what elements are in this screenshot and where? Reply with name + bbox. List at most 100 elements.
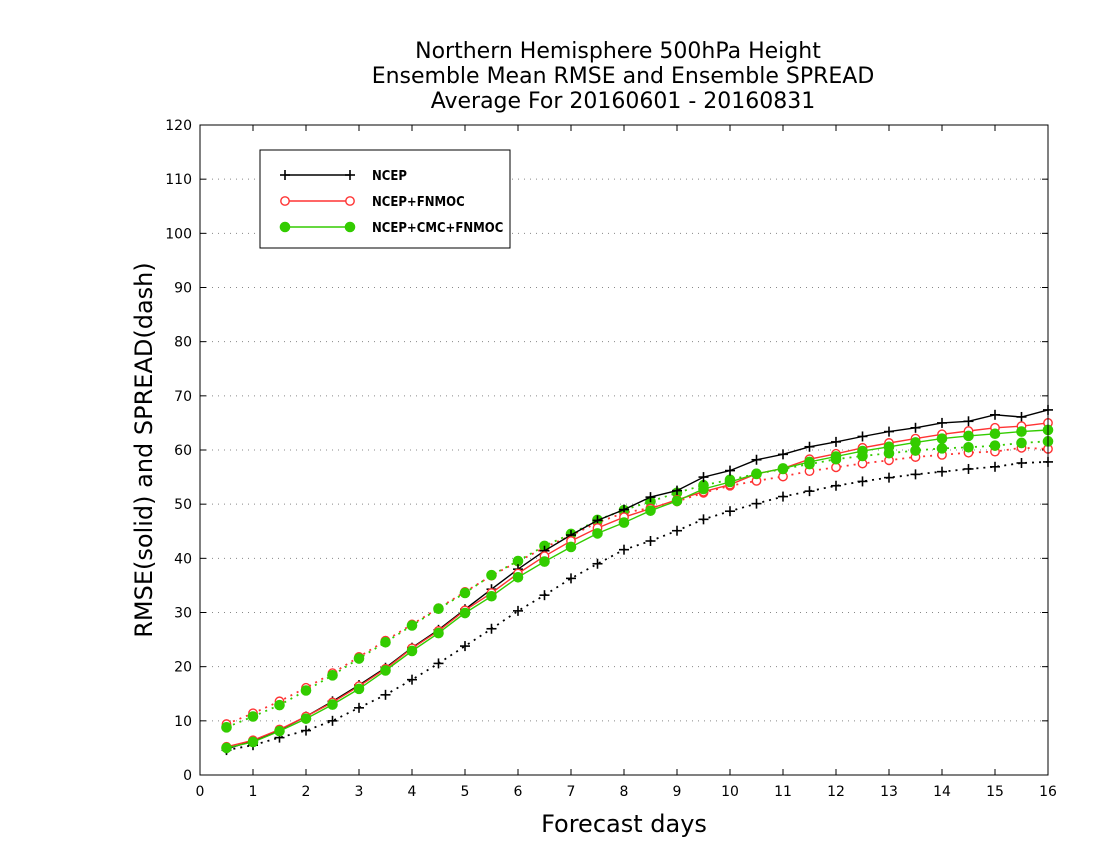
x-tick-label: 5	[461, 784, 470, 800]
spread-point	[645, 536, 656, 546]
y-tick-label: 110	[165, 172, 192, 188]
y-tick-label: 0	[183, 768, 192, 784]
rmse-point	[751, 454, 762, 465]
spread-point	[990, 461, 1000, 472]
spread-point	[406, 620, 418, 631]
rmse-point	[353, 683, 365, 695]
title-line-2: Ensemble Mean RMSE and Ensemble SPREAD	[372, 64, 875, 89]
rmse-point	[486, 590, 497, 602]
spread-point	[725, 506, 735, 517]
spread-point	[274, 699, 285, 711]
rmse-point	[672, 485, 682, 496]
spread-point	[963, 441, 974, 453]
legend: NCEP NCEP+FNMOC NCEP+CMC+FNMOC	[259, 149, 511, 249]
x-tick-label: 2	[302, 784, 311, 800]
rmse-line	[226, 422, 1049, 748]
rmse-point	[990, 409, 1000, 420]
spread-point	[513, 605, 523, 616]
x-tick-label: 11	[774, 784, 792, 800]
series-ncep-spread	[221, 456, 1053, 756]
x-tick-label: 7	[567, 784, 576, 800]
y-tick-label: 50	[174, 497, 192, 513]
spread-point	[672, 525, 682, 536]
spread-line	[226, 446, 1049, 725]
legend-label: NCEP	[372, 169, 407, 184]
spread-point	[989, 440, 1001, 451]
rmse-point	[778, 449, 788, 460]
spread-point	[857, 476, 868, 487]
spread-point	[433, 658, 444, 669]
spread-point	[751, 498, 762, 509]
x-axis-label: Forecast days	[541, 810, 707, 838]
y-tick-label: 30	[174, 606, 192, 622]
y-tick-label: 100	[165, 226, 192, 242]
rmse-point	[539, 556, 550, 567]
spread-point	[778, 491, 788, 502]
rmse-point	[406, 645, 418, 657]
spread-point	[963, 463, 974, 474]
legend-marker	[279, 221, 291, 233]
spread-point	[566, 573, 576, 584]
spread-point	[619, 544, 629, 555]
spread-point	[486, 623, 497, 634]
x-tick-label: 10	[721, 784, 739, 800]
rmse-point	[698, 472, 709, 483]
rmse-point	[247, 736, 259, 748]
rmse-point	[645, 492, 656, 503]
spread-point	[539, 590, 550, 601]
rmse-line	[226, 409, 1049, 750]
spread-point	[910, 469, 921, 480]
rmse-point	[512, 571, 524, 583]
rmse-point	[910, 422, 921, 433]
spread-point	[433, 603, 444, 615]
y-tick-label: 120	[165, 118, 192, 134]
x-tick-label: 4	[408, 784, 417, 800]
x-tick-label: 16	[1039, 784, 1057, 800]
rmse-point	[804, 456, 815, 468]
y-tick-label: 10	[174, 714, 192, 730]
spread-point	[1016, 437, 1027, 449]
rmse-point	[274, 725, 285, 737]
rmse-point	[937, 417, 947, 428]
series-ncep-rmse	[221, 404, 1053, 754]
rmse-point	[327, 699, 338, 710]
series-layer	[221, 404, 1054, 756]
legend-marker	[280, 196, 290, 206]
rmse-point	[963, 430, 974, 442]
legend-marker	[280, 170, 290, 180]
rmse-point	[725, 465, 735, 476]
rmse-point	[618, 517, 630, 528]
rmse-point	[300, 713, 312, 724]
x-axis: 0 1 2 3 4 5 6 7 8 9 10 11 12 13 14 15 16	[196, 125, 1057, 800]
rmse-point	[857, 431, 868, 442]
spread-point	[327, 670, 338, 681]
rmse-point	[751, 468, 762, 480]
spread-point	[327, 715, 338, 726]
spread-line	[226, 461, 1049, 751]
rmse-point	[380, 665, 391, 676]
chart-title: Northern Hemisphere 500hPa Height Ensemb…	[372, 39, 875, 114]
legend-marker	[345, 170, 355, 180]
y-tick-label: 20	[174, 660, 192, 676]
x-tick-label: 14	[933, 784, 951, 800]
rmse-point	[963, 416, 974, 427]
spread-point	[937, 466, 947, 477]
spread-point	[247, 711, 259, 722]
rmse-point	[565, 541, 577, 553]
y-tick-label: 60	[174, 443, 192, 459]
spread-point	[300, 685, 312, 696]
rmse-point	[221, 742, 232, 754]
x-tick-label: 6	[514, 784, 523, 800]
spread-line	[226, 440, 1049, 729]
legend-box	[259, 149, 511, 249]
y-tick-label: 90	[174, 281, 192, 297]
spread-point	[407, 674, 417, 685]
title-line-1: Northern Hemisphere 500hPa Height	[415, 39, 821, 64]
rmse-point	[592, 528, 603, 539]
x-tick-label: 13	[880, 784, 898, 800]
y-tick-label: 40	[174, 551, 192, 567]
rmse-point	[910, 437, 921, 448]
rmse-point	[1016, 411, 1027, 422]
x-tick-label: 12	[827, 784, 845, 800]
rmse-point	[645, 505, 656, 516]
